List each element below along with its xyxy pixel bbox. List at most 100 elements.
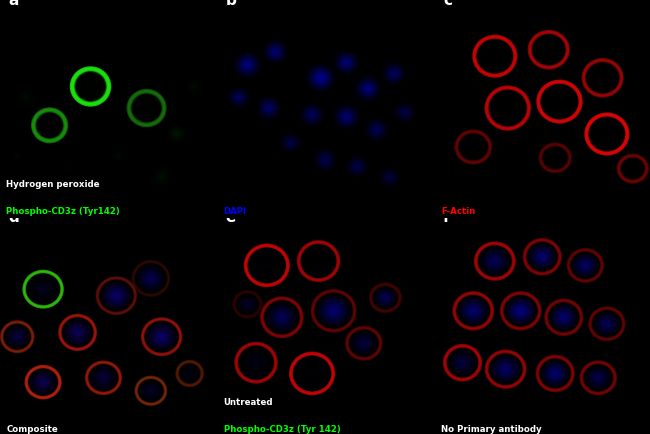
Ellipse shape: [555, 309, 572, 326]
Ellipse shape: [344, 61, 348, 65]
Ellipse shape: [491, 355, 521, 383]
Ellipse shape: [309, 371, 315, 376]
Ellipse shape: [155, 330, 169, 343]
Ellipse shape: [142, 270, 159, 286]
Ellipse shape: [385, 66, 402, 82]
Ellipse shape: [324, 301, 344, 320]
Ellipse shape: [456, 356, 469, 369]
Ellipse shape: [383, 171, 396, 184]
Ellipse shape: [374, 287, 397, 309]
Ellipse shape: [534, 249, 551, 265]
Ellipse shape: [174, 131, 180, 137]
Ellipse shape: [241, 298, 254, 310]
Ellipse shape: [253, 360, 259, 365]
Ellipse shape: [172, 130, 181, 138]
Ellipse shape: [358, 79, 378, 99]
Ellipse shape: [452, 353, 473, 372]
Ellipse shape: [232, 91, 246, 104]
Ellipse shape: [285, 138, 296, 148]
Ellipse shape: [344, 115, 349, 119]
Ellipse shape: [71, 326, 84, 339]
Ellipse shape: [105, 285, 127, 306]
Ellipse shape: [572, 253, 599, 278]
Ellipse shape: [97, 372, 110, 384]
Ellipse shape: [32, 279, 55, 300]
Ellipse shape: [464, 302, 482, 319]
Ellipse shape: [500, 365, 510, 374]
Ellipse shape: [267, 106, 271, 110]
Ellipse shape: [397, 105, 413, 120]
Ellipse shape: [516, 306, 526, 316]
Ellipse shape: [335, 52, 358, 73]
Ellipse shape: [36, 112, 63, 138]
Ellipse shape: [308, 66, 333, 90]
Ellipse shape: [258, 98, 280, 118]
Ellipse shape: [237, 95, 240, 99]
Ellipse shape: [192, 85, 196, 88]
Ellipse shape: [508, 299, 534, 323]
Ellipse shape: [315, 151, 335, 169]
Ellipse shape: [146, 274, 155, 283]
Ellipse shape: [321, 299, 346, 322]
Ellipse shape: [318, 153, 332, 167]
Ellipse shape: [384, 64, 404, 83]
Ellipse shape: [583, 263, 588, 268]
Ellipse shape: [581, 261, 590, 270]
Text: Untreated: Untreated: [224, 398, 273, 408]
Ellipse shape: [514, 304, 528, 317]
Ellipse shape: [317, 74, 324, 82]
Ellipse shape: [349, 158, 366, 174]
Ellipse shape: [367, 120, 386, 139]
Ellipse shape: [391, 70, 397, 77]
Ellipse shape: [363, 84, 373, 93]
Ellipse shape: [15, 335, 20, 339]
Ellipse shape: [265, 104, 274, 112]
Ellipse shape: [10, 329, 25, 344]
Ellipse shape: [262, 101, 276, 115]
Ellipse shape: [246, 354, 265, 372]
Ellipse shape: [590, 370, 606, 385]
Ellipse shape: [160, 175, 164, 179]
Ellipse shape: [302, 105, 322, 124]
Ellipse shape: [136, 265, 165, 292]
Ellipse shape: [231, 90, 246, 105]
Ellipse shape: [111, 291, 122, 300]
Ellipse shape: [301, 104, 323, 125]
Ellipse shape: [38, 285, 48, 294]
Ellipse shape: [67, 322, 88, 342]
Ellipse shape: [37, 376, 49, 388]
Ellipse shape: [149, 389, 153, 393]
Ellipse shape: [492, 258, 498, 264]
Ellipse shape: [13, 333, 21, 341]
Ellipse shape: [229, 88, 249, 107]
Ellipse shape: [270, 46, 281, 57]
Ellipse shape: [353, 162, 362, 171]
Ellipse shape: [543, 362, 567, 385]
Ellipse shape: [265, 41, 286, 62]
Ellipse shape: [480, 247, 510, 275]
Ellipse shape: [400, 108, 409, 116]
Ellipse shape: [99, 374, 108, 382]
Ellipse shape: [323, 158, 327, 162]
Ellipse shape: [12, 331, 23, 342]
Ellipse shape: [36, 283, 50, 296]
Ellipse shape: [150, 326, 173, 347]
Ellipse shape: [374, 128, 379, 132]
Ellipse shape: [23, 94, 29, 100]
Ellipse shape: [75, 330, 80, 335]
Ellipse shape: [587, 367, 610, 388]
Ellipse shape: [354, 334, 374, 352]
Ellipse shape: [234, 52, 261, 78]
Ellipse shape: [249, 356, 263, 370]
Ellipse shape: [307, 64, 335, 92]
Ellipse shape: [458, 296, 488, 325]
Ellipse shape: [532, 247, 552, 266]
Ellipse shape: [153, 328, 171, 345]
Ellipse shape: [551, 369, 560, 378]
Ellipse shape: [264, 263, 270, 268]
Ellipse shape: [372, 125, 382, 134]
Ellipse shape: [158, 174, 165, 181]
Ellipse shape: [279, 315, 285, 320]
Ellipse shape: [359, 80, 377, 97]
Ellipse shape: [381, 169, 398, 186]
